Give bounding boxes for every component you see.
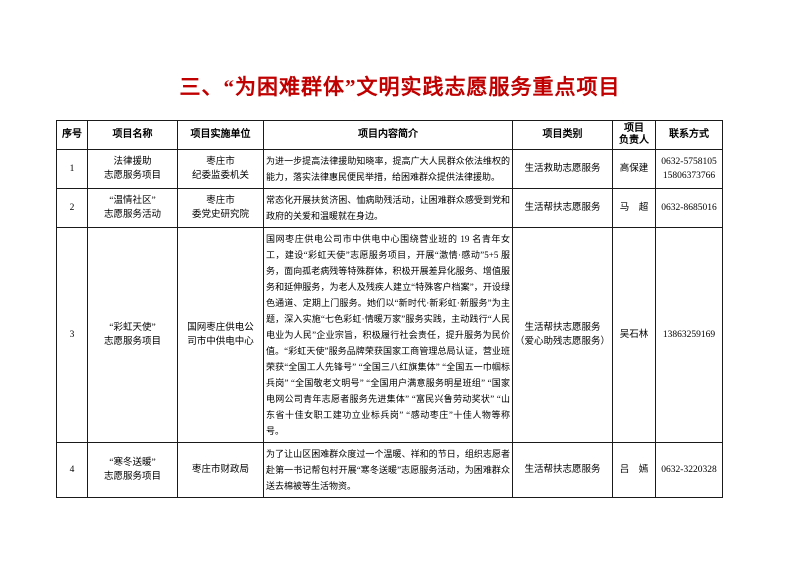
cell-category: 生活帮扶志愿服务 xyxy=(512,188,613,228)
cell-contact: 13863259169 xyxy=(655,227,723,443)
cell-leader: 吕 嫣 xyxy=(612,442,656,498)
cell-description: 为了让山区困难群众度过一个温暖、祥和的节日，组织志愿者赴第一书记帮包村开展“寒冬… xyxy=(263,442,513,498)
header-category: 项目类别 xyxy=(512,120,613,150)
header-name: 项目名称 xyxy=(87,120,178,150)
header-leader: 项目 负责人 xyxy=(612,120,656,150)
document-title: 三、“为困难群体”文明实践志愿服务重点项目 xyxy=(179,75,621,99)
cell-contact: 0632-5758105 15806373766 xyxy=(655,149,723,189)
cell-serial: 1 xyxy=(56,149,88,189)
cell-description: 为进一步提高法律援助知晓率，提高广大人民群众依法维权的能力，落实法律惠民便民举措… xyxy=(263,149,513,189)
header-description: 项目内容简介 xyxy=(263,120,513,150)
table-row: 2 “温情社区” 志愿服务活动 枣庄市 委党史研究院 常态化开展扶贫济困、恤病助… xyxy=(56,188,723,228)
cell-description: 国网枣庄供电公司市中供电中心围绕营业班的 19 名青年女工，建设“彩虹天使”志愿… xyxy=(263,227,513,443)
cell-project-name: “寒冬送暖” 志愿服务项目 xyxy=(87,442,178,498)
cell-description: 常态化开展扶贫济困、恤病助残活动，让困难群众感受到党和政府的关爱和温暖就在身边。 xyxy=(263,188,513,228)
cell-unit: 国网枣庄供电公 司市中供电中心 xyxy=(177,227,264,443)
projects-table: 序号 项目名称 项目实施单位 项目内容简介 项目类别 项目 负责人 联系方式 1… xyxy=(56,120,723,498)
cell-unit: 枣庄市 纪委监委机关 xyxy=(177,149,264,189)
cell-contact: 0632-3220328 xyxy=(655,442,723,498)
table-header-row: 序号 项目名称 项目实施单位 项目内容简介 项目类别 项目 负责人 联系方式 xyxy=(56,120,723,150)
cell-contact: 0632-8685016 xyxy=(655,188,723,228)
cell-leader: 吴石林 xyxy=(612,227,656,443)
cell-leader: 马 超 xyxy=(612,188,656,228)
cell-serial: 4 xyxy=(56,442,88,498)
cell-project-name: 法律援助 志愿服务项目 xyxy=(87,149,178,189)
table-row: 4 “寒冬送暖” 志愿服务项目 枣庄市财政局 为了让山区困难群众度过一个温暖、祥… xyxy=(56,442,723,498)
cell-project-name: “温情社区” 志愿服务活动 xyxy=(87,188,178,228)
header-contact: 联系方式 xyxy=(655,120,723,150)
cell-category: 生活帮扶志愿服务 （爱心助残志愿服务） xyxy=(512,227,613,443)
header-unit: 项目实施单位 xyxy=(177,120,264,150)
cell-serial: 3 xyxy=(56,227,88,443)
cell-project-name: “彩虹天使” 志愿服务项目 xyxy=(87,227,178,443)
cell-category: 生活帮扶志愿服务 xyxy=(512,442,613,498)
table-row: 3 “彩虹天使” 志愿服务项目 国网枣庄供电公 司市中供电中心 国网枣庄供电公司… xyxy=(56,227,723,443)
cell-unit: 枣庄市财政局 xyxy=(177,442,264,498)
cell-serial: 2 xyxy=(56,188,88,228)
cell-leader: 高保建 xyxy=(612,149,656,189)
cell-unit: 枣庄市 委党史研究院 xyxy=(177,188,264,228)
header-serial: 序号 xyxy=(56,120,88,150)
cell-category: 生活救助志愿服务 xyxy=(512,149,613,189)
table-row: 1 法律援助 志愿服务项目 枣庄市 纪委监委机关 为进一步提高法律援助知晓率，提… xyxy=(56,149,723,189)
